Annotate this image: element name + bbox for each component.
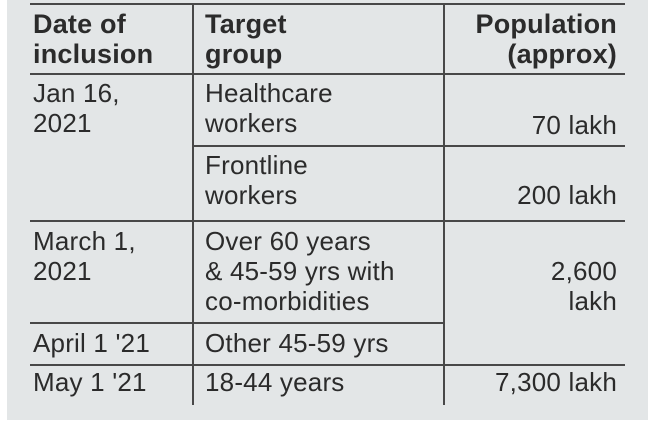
rule-header-bottom — [30, 73, 625, 75]
cell-date-may1: May 1 '21 — [33, 367, 147, 397]
cell-population-200-lakh: 200 lakh — [517, 180, 617, 210]
rule-top — [30, 3, 625, 5]
cell-population-7300-lakh: 7,300 lakh — [495, 367, 617, 397]
table-background-panel — [7, 0, 648, 420]
cell-population-2600-lakh: 2,600 lakh — [550, 256, 617, 316]
rule-row3-row4 — [30, 322, 445, 324]
cell-date-jan16: Jan 16, 2021 — [33, 78, 120, 138]
cell-target-healthcare: Healthcare workers — [205, 78, 333, 138]
col-header-population: Population (approx) — [475, 9, 617, 69]
cell-date-march1: March 1, 2021 — [33, 226, 136, 286]
cell-target-over-60: Over 60 years & 45-59 yrs with co-morbid… — [205, 226, 395, 316]
cell-target-other-45-59: Other 45-59 yrs — [205, 328, 389, 358]
column-divider-2 — [443, 3, 445, 405]
cell-date-april1: April 1 '21 — [33, 328, 151, 358]
cell-target-18-44: 18-44 years — [205, 367, 345, 397]
cell-population-70-lakh: 70 lakh — [531, 110, 617, 140]
col-header-date-of-inclusion: Date of inclusion — [33, 9, 154, 69]
column-divider-1 — [192, 3, 194, 405]
rule-row1-row2 — [192, 145, 625, 147]
rule-row4-row5 — [30, 364, 625, 366]
col-header-target-group: Target group — [205, 9, 287, 69]
cell-target-frontline: Frontline workers — [205, 150, 308, 210]
rule-row2-row3 — [30, 220, 625, 222]
